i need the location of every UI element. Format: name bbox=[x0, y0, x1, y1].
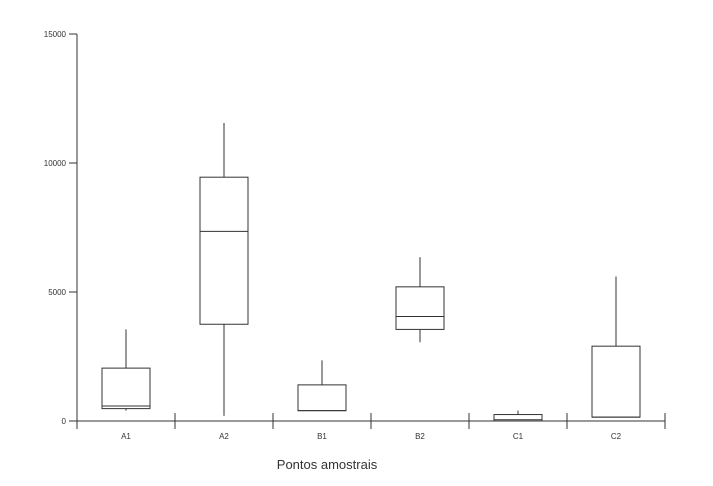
box-iqr bbox=[297, 384, 347, 412]
box-iqr bbox=[493, 414, 543, 422]
x-tick-label: A2 bbox=[219, 432, 229, 441]
y-tick-label: 0 bbox=[62, 417, 67, 426]
box-iqr bbox=[395, 286, 445, 330]
x-tick-label: C1 bbox=[513, 432, 524, 441]
box-iqr bbox=[591, 345, 641, 418]
x-tick-label: B1 bbox=[317, 432, 327, 441]
x-axis: A1 A2 B1 B2 C1 C2 bbox=[76, 413, 666, 441]
x-axis-label: Pontos amostrais bbox=[277, 457, 378, 472]
boxes bbox=[101, 123, 641, 422]
x-tick-label: B2 bbox=[415, 432, 425, 441]
box-iqr bbox=[199, 176, 249, 325]
box-B2 bbox=[395, 257, 445, 343]
y-axis: 0 5000 10000 15000 bbox=[44, 30, 78, 426]
box-A1 bbox=[101, 329, 151, 411]
box-A2 bbox=[199, 123, 249, 416]
box-B1 bbox=[297, 360, 347, 412]
x-tick-label: A1 bbox=[121, 432, 131, 441]
box-iqr bbox=[101, 367, 151, 410]
y-tick-label: 10000 bbox=[44, 159, 67, 168]
y-tick-label: 5000 bbox=[48, 288, 66, 297]
y-tick-label: 15000 bbox=[44, 30, 67, 39]
box-C2 bbox=[591, 276, 641, 418]
x-tick-label: C2 bbox=[611, 432, 622, 441]
box-C1 bbox=[493, 410, 543, 422]
